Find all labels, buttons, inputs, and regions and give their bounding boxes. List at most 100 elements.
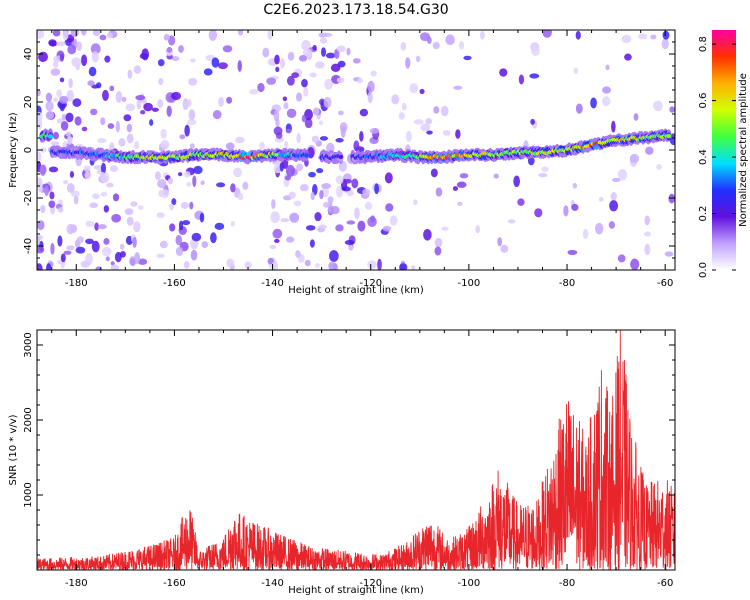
heatmap-noise-blob: [175, 246, 184, 257]
heatmap-noise-blob: [210, 232, 217, 244]
heatmap-noise-blob: [323, 96, 332, 108]
y-tick-label: 20: [23, 96, 34, 109]
heatmap-noise-blob: [63, 180, 69, 185]
heatmap-noise-blob: [105, 256, 110, 262]
snr-y-label: SNR (10 * v/v): [8, 414, 19, 485]
heatmap-noise-blob: [38, 51, 48, 63]
x-tick-label: -60: [657, 578, 673, 589]
heatmap-noise-blob: [598, 197, 604, 202]
heatmap-noise-blob: [370, 70, 377, 77]
heatmap-noise-blob: [457, 201, 463, 206]
heatmap-noise-blob: [272, 228, 283, 239]
heatmap-noise-blob: [190, 58, 196, 63]
heatmap-noise-blob: [226, 258, 235, 268]
heatmap-noise-blob: [166, 105, 172, 117]
heatmap-noise-blob: [650, 34, 657, 40]
heatmap-noise-blob: [275, 117, 280, 128]
heatmap-noise-blob: [181, 220, 191, 226]
heatmap-noise-blob: [582, 228, 589, 239]
heatmap-noise-blob: [567, 249, 578, 256]
heatmap-noise-blob: [178, 45, 184, 53]
heatmap-noise-blob: [242, 181, 249, 190]
y-tick-label: -40: [23, 238, 34, 254]
heatmap-noise-blob: [134, 252, 141, 264]
heatmap-noise-blob: [400, 41, 407, 51]
heatmap-noise-blob: [624, 53, 632, 61]
heatmap-noise-blob: [530, 118, 535, 125]
heatmap-noise-blob: [60, 253, 66, 263]
heatmap-noise-blob: [84, 171, 92, 180]
heatmap-noise-blob: [203, 68, 213, 76]
heatmap-noise-blob: [271, 261, 279, 270]
heatmap-noise-blob: [133, 141, 140, 150]
heatmap-noise-blob: [115, 90, 123, 103]
heatmap-noise-blob: [610, 191, 617, 201]
heatmap-noise-blob: [102, 89, 109, 101]
x-tick-label: -180: [65, 278, 88, 289]
heatmap-noise-blob: [301, 40, 311, 51]
heatmap-noise-blob: [602, 96, 611, 107]
heatmap-noise-blob: [311, 135, 319, 143]
heatmap-noise-blob: [285, 128, 292, 134]
heatmap-noise-blob: [188, 109, 196, 121]
heatmap-noise-blob: [271, 199, 276, 210]
heatmap-noise-blob: [103, 205, 110, 213]
heatmap-noise-blob: [90, 43, 101, 55]
heatmap-noise-blob: [72, 98, 82, 107]
heatmap-noise-blob: [298, 54, 308, 62]
heatmap-noise-blob: [156, 253, 165, 259]
spectrogram-y-label: Frequency (Hz): [8, 112, 19, 188]
heatmap-noise-blob: [275, 66, 280, 73]
heatmap-noise-blob: [37, 263, 43, 270]
y-tick-label: 40: [23, 48, 34, 61]
heatmap-noise-blob: [563, 205, 569, 217]
heatmap-noise-blob: [493, 173, 499, 179]
heatmap-noise-blob: [590, 97, 597, 109]
heatmap-noise-blob: [218, 62, 228, 70]
heatmap-noise-blob: [99, 34, 107, 41]
heatmap-noise-blob: [180, 201, 189, 209]
heatmap-noise-blob: [118, 138, 126, 147]
heatmap-noise-blob: [190, 249, 198, 261]
heatmap-noise-blob: [409, 83, 419, 94]
heatmap-noise-blob: [39, 164, 47, 175]
heatmap-noise-blob: [289, 212, 300, 223]
heatmap-noise-blob: [49, 191, 55, 200]
heatmap-noise-blob: [216, 182, 226, 188]
heatmap-noise-blob: [238, 30, 244, 36]
heatmap-noise-blob: [296, 133, 301, 144]
heatmap-noise-blob: [595, 222, 604, 235]
heatmap-noise-blob: [343, 178, 352, 184]
heatmap-noise-blob: [322, 32, 333, 38]
x-tick-label: -160: [163, 578, 186, 589]
heatmap-noise-blob: [304, 259, 311, 267]
heatmap-noise-blob: [70, 30, 79, 38]
heatmap-noise-blob: [638, 33, 648, 40]
heatmap-noise-blob: [315, 263, 320, 269]
heatmap-noise-blob: [377, 258, 382, 270]
y-tick-label: 0: [23, 147, 34, 153]
heatmap-noise-blob: [571, 203, 579, 211]
heatmap-noise-blob: [305, 225, 316, 231]
heatmap-noise-blob: [137, 205, 144, 210]
heatmap-noise-blob: [353, 140, 360, 152]
snr-x-ticks: -180 -160 -140 -120 -100 -80 -60: [51, 330, 673, 589]
x-tick-label: -80: [559, 278, 575, 289]
heatmap-noise-blob: [89, 202, 99, 209]
heatmap-noise-blob: [653, 100, 663, 112]
heatmap-noise-blob: [107, 123, 115, 129]
heatmap-noise-blob: [367, 260, 377, 270]
heatmap-noise-blob: [542, 30, 552, 38]
heatmap-noise-blob: [192, 175, 197, 188]
heatmap-noise-blob: [94, 222, 99, 231]
heatmap-noise-blob: [336, 185, 344, 198]
heatmap-noise-blob: [427, 36, 432, 44]
heatmap-noise-blob: [319, 136, 328, 141]
heatmap-noise-blob: [237, 192, 244, 201]
heatmap-noise-blob: [69, 170, 75, 178]
heatmap-noise-blob: [214, 222, 225, 230]
heatmap-noise-blob: [286, 75, 295, 86]
heatmap-noise-blob: [201, 241, 209, 249]
heatmap-noise-blob: [235, 136, 245, 144]
heatmap-noise-blob: [459, 173, 469, 179]
